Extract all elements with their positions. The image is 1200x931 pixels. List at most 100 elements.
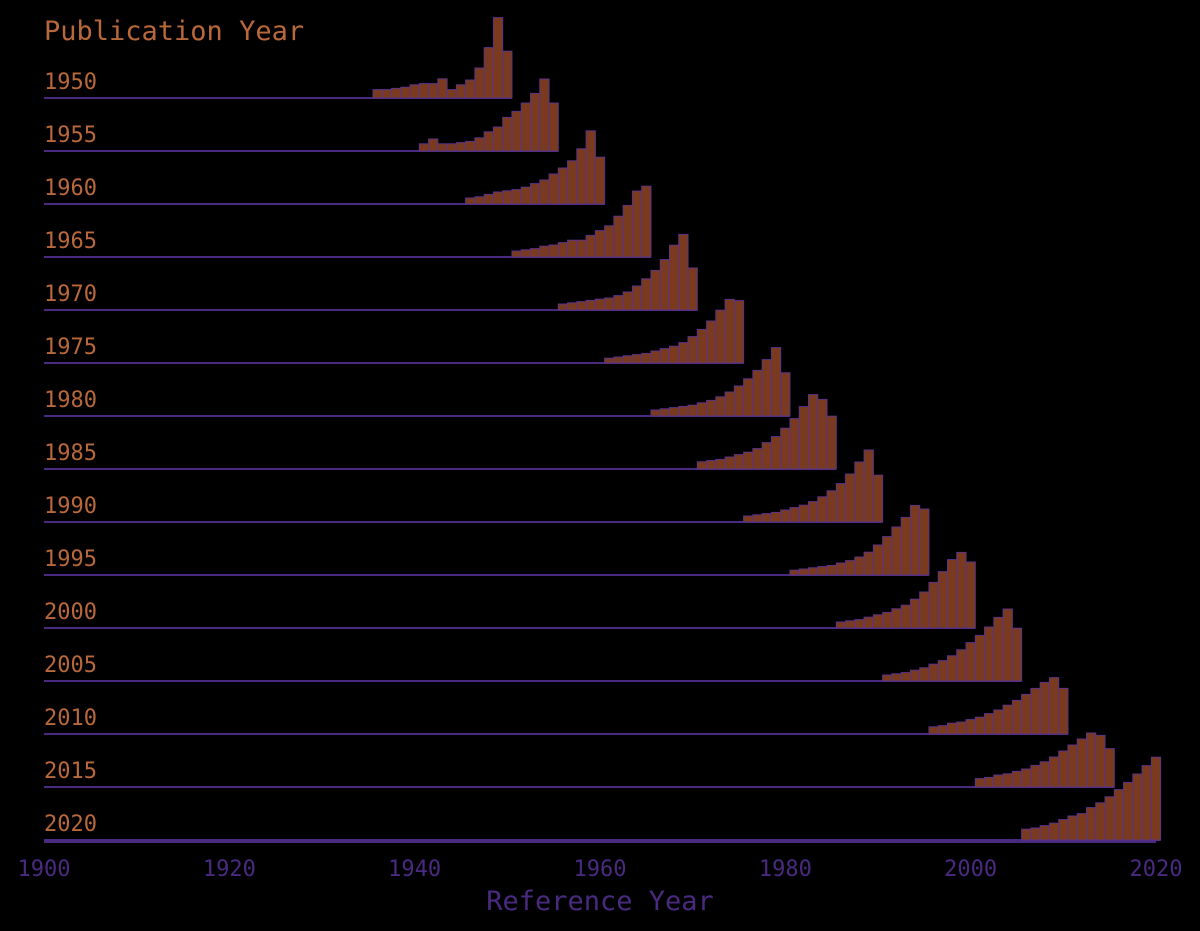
ridge-1985: 1985 (44, 394, 837, 470)
bar (641, 278, 652, 311)
bar (594, 156, 606, 205)
bar (1076, 813, 1087, 841)
bar (492, 17, 504, 99)
bar (947, 722, 958, 735)
bar (446, 143, 457, 152)
bar (770, 347, 782, 417)
bar (678, 405, 689, 417)
bar (1150, 756, 1162, 841)
bar (1021, 828, 1032, 841)
bar (835, 562, 847, 576)
bar (474, 137, 485, 152)
ridge-1975: 1975 (44, 298, 745, 364)
ridge-label: 1975 (44, 335, 97, 360)
bar (1067, 744, 1078, 788)
bar (919, 667, 930, 682)
bar (891, 526, 902, 576)
bar (919, 591, 930, 629)
x-tick-label: 1900 (18, 857, 71, 882)
bar (669, 244, 680, 311)
bar (502, 116, 513, 152)
bar (567, 160, 578, 205)
bar (1030, 687, 1041, 735)
chart-title: Publication Year (44, 16, 304, 47)
bar (761, 442, 772, 470)
bar (400, 86, 411, 99)
bar (1021, 768, 1032, 788)
bar (567, 302, 578, 311)
bar (455, 84, 467, 99)
bar (780, 427, 791, 470)
bar (530, 92, 541, 152)
ridge-label: 1980 (44, 388, 97, 413)
ridge-label: 1950 (44, 70, 97, 95)
bar (854, 556, 865, 576)
bar (567, 239, 578, 258)
ridge-2015: 2015 (44, 732, 1115, 788)
bar (659, 348, 671, 364)
bar (650, 409, 661, 417)
bar (641, 352, 652, 364)
ridge-label: 1960 (44, 176, 97, 201)
bar (631, 190, 643, 258)
bar (900, 672, 911, 682)
bar (733, 300, 745, 364)
bar (594, 230, 606, 258)
bar (465, 79, 476, 99)
bar (604, 357, 615, 364)
bar (474, 67, 485, 99)
bar (808, 501, 819, 523)
bar (678, 233, 689, 311)
bar (585, 234, 596, 258)
ridge-2000: 2000 (44, 551, 976, 629)
bar (743, 378, 754, 417)
bar (696, 328, 708, 364)
bar (1039, 681, 1050, 735)
bar (743, 515, 754, 523)
bar (418, 83, 430, 99)
bar (752, 514, 763, 523)
bar (576, 148, 587, 205)
bar (1048, 822, 1060, 841)
bar (817, 496, 828, 523)
bar (696, 461, 708, 470)
bar (613, 215, 624, 258)
bar (622, 204, 633, 258)
bar (1086, 807, 1097, 841)
bar (687, 336, 698, 364)
bar (872, 474, 884, 523)
bar (826, 490, 837, 523)
bar (1011, 627, 1023, 682)
bar (1095, 802, 1106, 841)
bar (613, 295, 624, 311)
bar (511, 110, 522, 152)
bar (548, 173, 559, 205)
bar (641, 185, 652, 258)
bar (965, 642, 976, 682)
ridge-1980: 1980 (44, 347, 791, 417)
bar (882, 536, 893, 576)
bar (1113, 789, 1125, 841)
bar (993, 709, 1004, 735)
bar (909, 669, 921, 682)
bar (557, 303, 569, 311)
bar (789, 569, 800, 576)
ridge-1950: 1950 (44, 17, 513, 99)
bar (798, 406, 810, 470)
bar (752, 448, 763, 470)
bar (909, 598, 921, 629)
bar (678, 342, 689, 364)
bar (576, 301, 587, 311)
bar (974, 716, 986, 735)
bar (687, 267, 698, 311)
ridge-1990: 1990 (44, 449, 884, 523)
bar (882, 611, 893, 629)
ridge-label: 1990 (44, 494, 97, 519)
bar (1011, 770, 1023, 788)
bar (492, 126, 504, 152)
bar (993, 616, 1004, 682)
bar (706, 460, 717, 470)
bar (928, 726, 939, 735)
bar (455, 142, 467, 152)
